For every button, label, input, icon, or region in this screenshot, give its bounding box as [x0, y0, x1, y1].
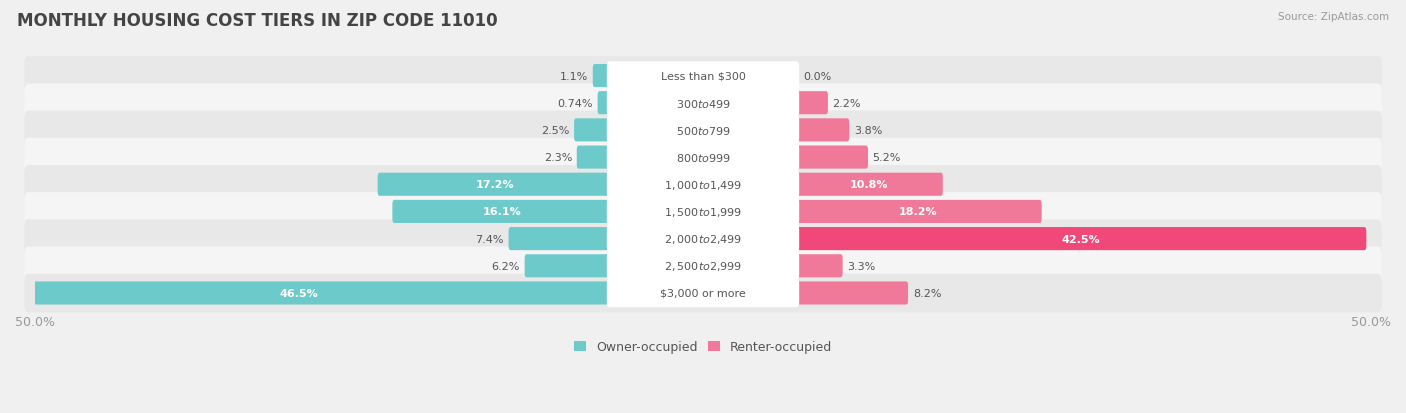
FancyBboxPatch shape	[593, 65, 612, 88]
FancyBboxPatch shape	[524, 255, 612, 278]
Text: $3,000 or more: $3,000 or more	[661, 288, 745, 298]
FancyBboxPatch shape	[607, 252, 799, 280]
Text: 46.5%: 46.5%	[280, 288, 318, 298]
FancyBboxPatch shape	[607, 198, 799, 226]
Text: Source: ZipAtlas.com: Source: ZipAtlas.com	[1278, 12, 1389, 22]
FancyBboxPatch shape	[794, 200, 1042, 223]
Text: 1.1%: 1.1%	[560, 71, 588, 81]
Text: 2.3%: 2.3%	[544, 153, 572, 163]
FancyBboxPatch shape	[794, 173, 943, 196]
FancyBboxPatch shape	[378, 173, 612, 196]
FancyBboxPatch shape	[607, 116, 799, 145]
Text: 5.2%: 5.2%	[873, 153, 901, 163]
FancyBboxPatch shape	[794, 282, 908, 305]
FancyBboxPatch shape	[794, 255, 842, 278]
FancyBboxPatch shape	[607, 171, 799, 199]
Text: 0.0%: 0.0%	[803, 71, 831, 81]
Text: 3.8%: 3.8%	[853, 126, 883, 135]
Legend: Owner-occupied, Renter-occupied: Owner-occupied, Renter-occupied	[568, 335, 838, 358]
Text: 6.2%: 6.2%	[492, 261, 520, 271]
Text: 17.2%: 17.2%	[475, 180, 515, 190]
FancyBboxPatch shape	[607, 225, 799, 253]
FancyBboxPatch shape	[794, 228, 1367, 251]
Text: Less than $300: Less than $300	[661, 71, 745, 81]
Text: $2,000 to $2,499: $2,000 to $2,499	[664, 233, 742, 245]
FancyBboxPatch shape	[24, 192, 1382, 231]
Text: $800 to $999: $800 to $999	[675, 152, 731, 164]
Text: 7.4%: 7.4%	[475, 234, 503, 244]
Text: 18.2%: 18.2%	[898, 207, 938, 217]
FancyBboxPatch shape	[794, 119, 849, 142]
FancyBboxPatch shape	[24, 166, 1382, 204]
Text: 8.2%: 8.2%	[912, 288, 941, 298]
FancyBboxPatch shape	[0, 282, 612, 305]
FancyBboxPatch shape	[574, 119, 612, 142]
Text: $2,500 to $2,999: $2,500 to $2,999	[664, 260, 742, 273]
FancyBboxPatch shape	[794, 146, 868, 169]
FancyBboxPatch shape	[607, 279, 799, 308]
FancyBboxPatch shape	[607, 62, 799, 90]
FancyBboxPatch shape	[598, 92, 612, 115]
FancyBboxPatch shape	[607, 89, 799, 118]
FancyBboxPatch shape	[576, 146, 612, 169]
FancyBboxPatch shape	[24, 138, 1382, 177]
FancyBboxPatch shape	[24, 112, 1382, 150]
FancyBboxPatch shape	[794, 92, 828, 115]
FancyBboxPatch shape	[392, 200, 612, 223]
FancyBboxPatch shape	[24, 84, 1382, 123]
Text: $1,000 to $1,499: $1,000 to $1,499	[664, 178, 742, 191]
Text: 16.1%: 16.1%	[482, 207, 522, 217]
FancyBboxPatch shape	[509, 228, 612, 251]
FancyBboxPatch shape	[607, 143, 799, 172]
Text: 3.3%: 3.3%	[848, 261, 876, 271]
Text: 2.2%: 2.2%	[832, 98, 860, 109]
Text: 2.5%: 2.5%	[541, 126, 569, 135]
Text: $300 to $499: $300 to $499	[675, 97, 731, 109]
FancyBboxPatch shape	[24, 247, 1382, 285]
FancyBboxPatch shape	[24, 57, 1382, 95]
Text: MONTHLY HOUSING COST TIERS IN ZIP CODE 11010: MONTHLY HOUSING COST TIERS IN ZIP CODE 1…	[17, 12, 498, 30]
Text: $500 to $799: $500 to $799	[675, 125, 731, 137]
Text: $1,500 to $1,999: $1,500 to $1,999	[664, 205, 742, 218]
Text: 10.8%: 10.8%	[849, 180, 889, 190]
Text: 0.74%: 0.74%	[557, 98, 593, 109]
FancyBboxPatch shape	[24, 274, 1382, 313]
Text: 42.5%: 42.5%	[1062, 234, 1099, 244]
FancyBboxPatch shape	[24, 220, 1382, 258]
